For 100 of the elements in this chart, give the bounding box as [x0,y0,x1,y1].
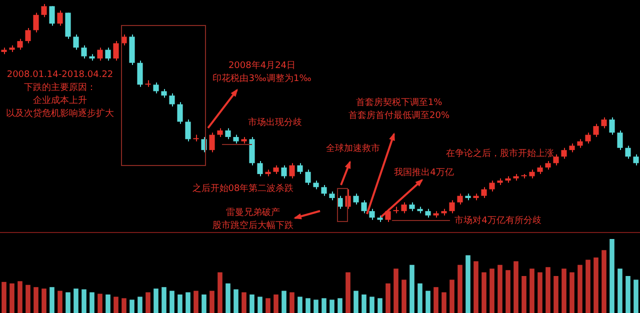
bar [498,264,502,313]
candlestick [457,193,463,206]
candlestick [633,154,639,166]
candlestick [321,184,327,196]
bar [586,260,590,313]
candlestick [353,193,359,206]
bar [210,290,214,313]
bar [2,282,6,313]
annotation: 2008.01.14-2018.04.22 [6,69,114,81]
bar [130,300,134,313]
bar [354,290,358,313]
annotation: 市场出现分歧 [248,117,302,129]
bar [202,294,206,313]
bar [10,283,14,313]
candlestick [393,206,399,214]
bar [298,296,302,313]
annotation: 以及次贷危机影响逐步扩大 [6,108,114,120]
candlestick [593,123,599,138]
candlestick [601,116,607,129]
bar [242,292,246,313]
candlestick [249,136,255,166]
candlestick [105,47,111,62]
candlestick [49,6,55,26]
bar [82,289,86,313]
candlestick [169,92,175,107]
candlestick [281,164,287,179]
bar [522,276,526,313]
bar [234,289,238,313]
bar [482,272,486,313]
candlestick [41,4,47,18]
candlestick [65,12,71,40]
candlestick [385,208,391,222]
bar [18,281,22,313]
candlestick [209,132,215,153]
bar [546,267,550,313]
bar [442,292,446,313]
candlestick [225,128,231,140]
candlestick [609,116,615,136]
candlestick [305,169,311,186]
bar [274,294,278,313]
candlestick [137,60,143,88]
candlestick [57,10,63,26]
bar [178,294,182,313]
bar [50,287,54,313]
bar [602,250,606,313]
bar [306,298,310,313]
bar [194,290,198,313]
bar [154,288,158,313]
candlestick [257,160,263,177]
bar [410,264,414,313]
bar [98,294,102,313]
annotation: 雷曼兄弟破产 [226,207,280,219]
bar [106,294,110,313]
bar [418,283,422,313]
bar [562,268,566,313]
candlestick [585,132,591,144]
bar [554,276,558,313]
bar [538,272,542,313]
bar [514,261,518,313]
annotation: 股市跳空后大幅下跌 [212,220,294,232]
bar [250,294,254,313]
bar [114,296,118,313]
annotation: 下跌的主要原因： [24,82,96,94]
annotation: 2008年4月24日 [228,60,296,72]
bar [322,298,326,313]
bar [290,292,294,313]
bar [66,292,70,313]
candlestick [617,130,623,151]
candlestick [33,12,39,33]
candlestick [289,162,295,179]
bar [330,300,334,313]
bar [338,298,342,313]
bar [434,287,438,313]
bar [386,283,390,313]
bar [138,296,142,313]
bar [594,258,598,313]
candlestick [153,82,159,94]
bar [170,290,174,313]
bar [26,284,30,313]
bar [370,296,374,313]
bar [394,268,398,313]
bar [426,290,430,313]
annotation: 之后开始08年第二波杀跌 [192,183,294,195]
candlestick [489,180,495,192]
bar [186,292,190,313]
bar [458,264,462,313]
annotation: 全球加速救市 [326,143,380,155]
bar [146,292,150,313]
candlestick [561,147,567,160]
annotation: 首套房首付最低调至20% [348,110,450,122]
candlestick [97,47,103,62]
bar [490,268,494,313]
annotation: 印花税由3‰调整为1‰ [212,73,312,85]
candlestick [81,44,87,59]
bar [42,288,46,313]
candlestick [297,162,303,175]
candlestick [17,38,23,50]
bar [362,294,366,313]
bar [578,264,582,313]
bar [466,255,470,313]
